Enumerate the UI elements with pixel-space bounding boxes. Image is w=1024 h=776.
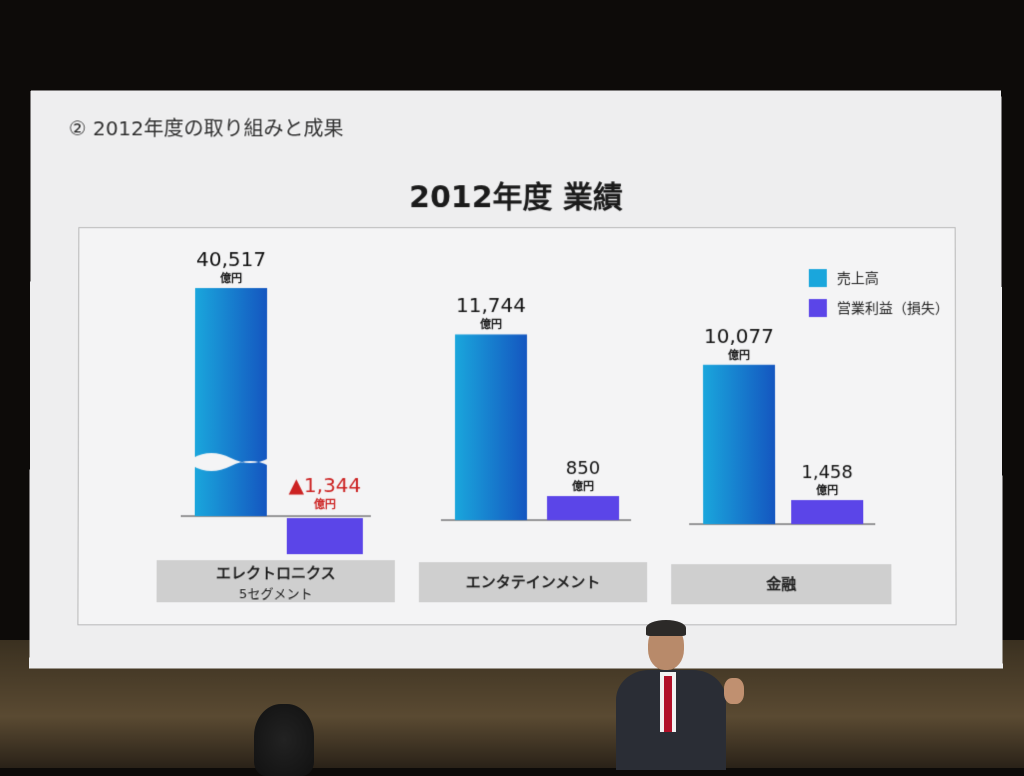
label-profit-unit-2: 億円: [816, 483, 838, 497]
category-label-electronics: エレクトロニクス: [215, 564, 336, 583]
label-profit-unit-1: 億円: [572, 479, 594, 493]
label-sales-unit-2: 億円: [728, 348, 750, 362]
legend-label-profit: 営業利益（損失）: [836, 301, 949, 318]
label-sales-unit-0: 億円: [220, 271, 242, 285]
label-sales-value-0: 40,517: [196, 247, 266, 271]
legend-item-sales: 売上高: [808, 268, 949, 288]
legend-swatch-profit: [808, 299, 827, 318]
presenter-hand: [724, 678, 744, 704]
category-sublabel-electronics: 5セグメント: [239, 587, 313, 603]
presenter-hair: [646, 620, 686, 636]
label-sales-value-2: 10,077: [704, 324, 774, 348]
slide-title: 2012年度 業績: [409, 180, 623, 216]
projection-screen: ② 2012年度の取り組みと成果 2012年度 業績 40,517 億円 ▲1,34…: [29, 90, 1003, 669]
bar-sales-1: [454, 334, 528, 520]
label-profit-value-0: ▲1,344: [289, 473, 362, 497]
bar-profit-0: [286, 517, 363, 554]
bar-sales-2: [702, 364, 776, 524]
bar-sales-0: [194, 288, 268, 516]
legend-swatch-sales: [808, 269, 827, 288]
bar-chart: 40,517億円▲1,344億円11,744億円850億円10,077億円1,4…: [180, 247, 875, 554]
category-box-entertainment: エンタテインメント: [418, 562, 648, 603]
category-box-electronics: エレクトロニクス 5セグメント: [156, 560, 395, 603]
legend: 売上高 営業利益（損失）: [808, 268, 949, 328]
section-title: ② 2012年度の取り組みと成果: [68, 116, 344, 141]
label-profit-unit-0: 億円: [314, 497, 336, 511]
label-profit-value-1: 850: [566, 458, 600, 479]
label-sales-value-1: 11,744: [456, 293, 526, 317]
category-label-entertainment: エンタテインメント: [465, 573, 601, 592]
label-profit-value-2: 1,458: [801, 462, 853, 483]
label-sales-unit-1: 億円: [480, 317, 502, 331]
bar-profit-2: [790, 499, 863, 524]
legend-item-profit: 営業利益（損失）: [808, 298, 949, 318]
category-label-finance: 金融: [766, 575, 797, 594]
bar-profit-1: [546, 495, 619, 520]
audience-head: [254, 704, 314, 776]
chart-frame: 40,517 億円 ▲1,344 億円 11,744 億円 850 億円 10,077 億円 1,4…: [77, 227, 957, 626]
presenter-tie: [664, 676, 672, 732]
axis-break-mark: [192, 452, 269, 471]
legend-label-sales: 売上高: [836, 271, 879, 288]
presenter: [612, 620, 762, 770]
category-box-finance: 金融: [671, 564, 892, 605]
